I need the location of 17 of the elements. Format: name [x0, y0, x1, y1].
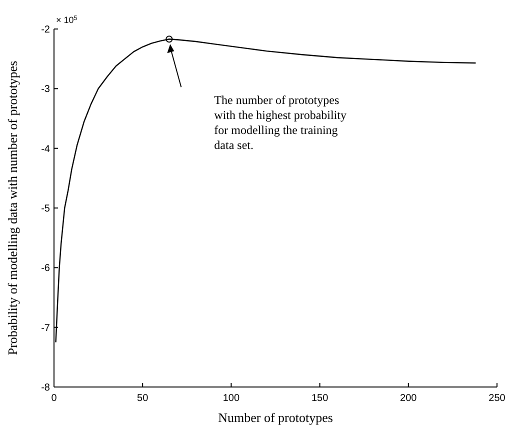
y-tick-label: -5: [41, 204, 50, 214]
y-axis-title: Probability of modelling data with number of prototypes: [5, 60, 20, 356]
y-tick-label: -7: [41, 322, 50, 334]
x-tick-label: 200: [400, 393, 418, 404]
x-tick-label: 0: [51, 393, 58, 404]
y-tick-label: -3: [41, 84, 50, 96]
x-tick-label: 100: [222, 393, 240, 404]
text: × 10$^{5}$: [56, 14, 78, 25]
y-tick-label: -2: [41, 24, 50, 36]
x-axis-title: Number of prototypes: [218, 410, 333, 425]
x-tick-label: 250: [488, 393, 506, 404]
x-tick-label: 150: [311, 393, 329, 404]
annotation: The number of prototypes with the highest probability for modelling the training data set.: [214, 93, 347, 152]
y-tick-label: -8: [41, 382, 50, 394]
y-tick-label: -4: [41, 144, 50, 155]
y-tick-label: -6: [41, 263, 50, 274]
x-tick-label: 50: [137, 393, 149, 404]
